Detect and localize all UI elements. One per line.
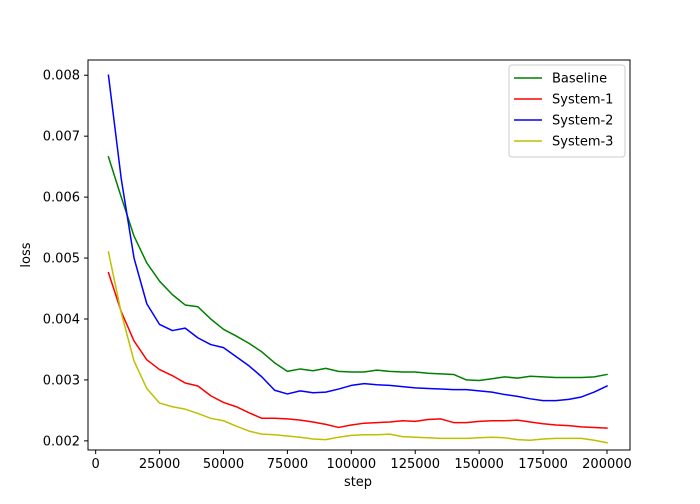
x-tick-label: 125000	[390, 457, 440, 472]
series-line-system-1	[107, 271, 608, 429]
x-tick-label: 200000	[582, 457, 632, 472]
axes-frame	[87, 59, 631, 451]
x-tick-label: 75000	[267, 457, 308, 472]
legend: Baseline System-1 System-2 System-3	[508, 64, 626, 158]
x-axis-label: step	[344, 475, 372, 490]
y-tick-label: 0.007	[43, 130, 80, 145]
y-tick-label: 0.008	[43, 69, 80, 84]
series-line-system-3	[107, 251, 608, 444]
series-line-baseline	[107, 155, 608, 382]
x-tick-label: 50000	[203, 457, 244, 472]
series-line-system-2	[107, 74, 608, 402]
axes: 0 25000 50000 75000 100000 125000 150000 175000…	[43, 59, 632, 472]
x-tick-label: 100000	[327, 457, 377, 472]
y-axis-label: loss	[19, 242, 34, 267]
plot-area	[107, 74, 608, 444]
y-tick-label: 0.003	[43, 373, 80, 388]
y-tick-label: 0.006	[43, 191, 80, 206]
y-tick-label: 0.005	[43, 252, 80, 267]
x-tick-label: 150000	[454, 457, 504, 472]
x-tick-label: 25000	[139, 457, 180, 472]
y-tick-label: 0.004	[43, 312, 80, 327]
x-tick-label: 175000	[518, 457, 568, 472]
x-tick-label: 0	[92, 457, 100, 472]
legend-label-baseline: Baseline	[552, 72, 607, 87]
legend-label-system-3: System-3	[552, 135, 613, 150]
legend-label-system-1: System-1	[552, 93, 613, 108]
y-tick-label: 0.002	[43, 434, 80, 449]
legend-label-system-2: System-2	[552, 114, 613, 129]
legend-box	[508, 64, 626, 158]
